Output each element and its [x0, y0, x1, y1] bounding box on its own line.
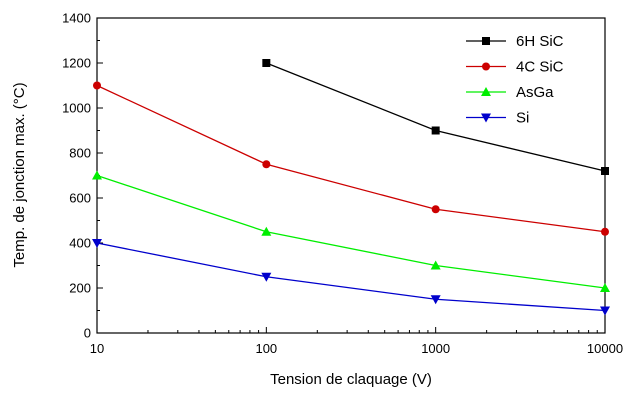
legend-marker: [481, 87, 491, 96]
y-tick-label: 0: [84, 326, 91, 341]
legend-item-4c-sic: 4C SiC: [466, 59, 564, 76]
legend: 6H SiC 4C SiC AsGa Si: [466, 33, 564, 127]
y-tick-labels: 0 200 400 600 800 1000 1200 1400: [62, 11, 91, 341]
legend-item-si: Si: [466, 110, 529, 127]
data-point-asga: [430, 260, 441, 270]
x-tick-label: 100: [255, 341, 277, 356]
series-layer: [92, 59, 610, 316]
data-point-asga: [261, 226, 272, 236]
legend-label: 6H SiC: [516, 33, 564, 50]
data-point-si: [92, 239, 102, 248]
series-line-4c-sic: [96, 84, 606, 233]
legend-label: 4C SiC: [516, 59, 564, 76]
legend-marker: [482, 37, 490, 45]
series-line-6h-sic: [266, 62, 606, 172]
legend-label: AsGa: [516, 84, 554, 101]
series-6h-sic: [262, 59, 609, 175]
data-point-asga: [600, 283, 610, 292]
y-tick-label: 600: [69, 191, 91, 206]
series-line-si: [96, 242, 606, 312]
data-point-6h-sic: [431, 126, 440, 135]
data-point-6h-sic: [262, 59, 271, 67]
x-axis-label: Tension de claquage (V): [270, 371, 432, 388]
data-point-4c-sic: [93, 81, 101, 90]
series-si: [92, 239, 610, 316]
legend-item-6h-sic: 6H SiC: [466, 33, 564, 50]
legend-item-asga: AsGa: [466, 84, 554, 101]
y-tick-label: 400: [69, 236, 91, 251]
y-tick-label: 800: [69, 146, 91, 161]
legend-label: Si: [516, 110, 529, 127]
data-point-4c-sic: [601, 227, 609, 236]
x-tick-label: 10000: [587, 341, 623, 356]
y-tick-label: 200: [69, 281, 91, 296]
series-asga: [92, 170, 610, 292]
data-point-6h-sic: [601, 167, 609, 175]
data-point-asga: [92, 170, 102, 180]
x-tick-label: 1000: [421, 341, 450, 356]
data-point-si: [430, 295, 441, 305]
data-point-4c-sic: [431, 205, 440, 214]
y-tick-label: 1200: [62, 56, 91, 71]
legend-marker: [481, 113, 491, 123]
data-point-si: [261, 272, 272, 282]
legend-marker: [482, 62, 490, 71]
x-tick-labels: 10 100 1000 10000: [90, 341, 623, 356]
x-tick-label: 10: [90, 341, 104, 356]
data-point-si: [600, 306, 610, 316]
y-tick-label: 1000: [62, 101, 91, 116]
series-4c-sic: [93, 81, 609, 236]
data-point-4c-sic: [262, 160, 271, 169]
y-axis-label: Temp. de jonction max. (°C): [11, 82, 28, 267]
y-tick-label: 1400: [62, 11, 91, 26]
series-line-asga: [96, 174, 606, 289]
